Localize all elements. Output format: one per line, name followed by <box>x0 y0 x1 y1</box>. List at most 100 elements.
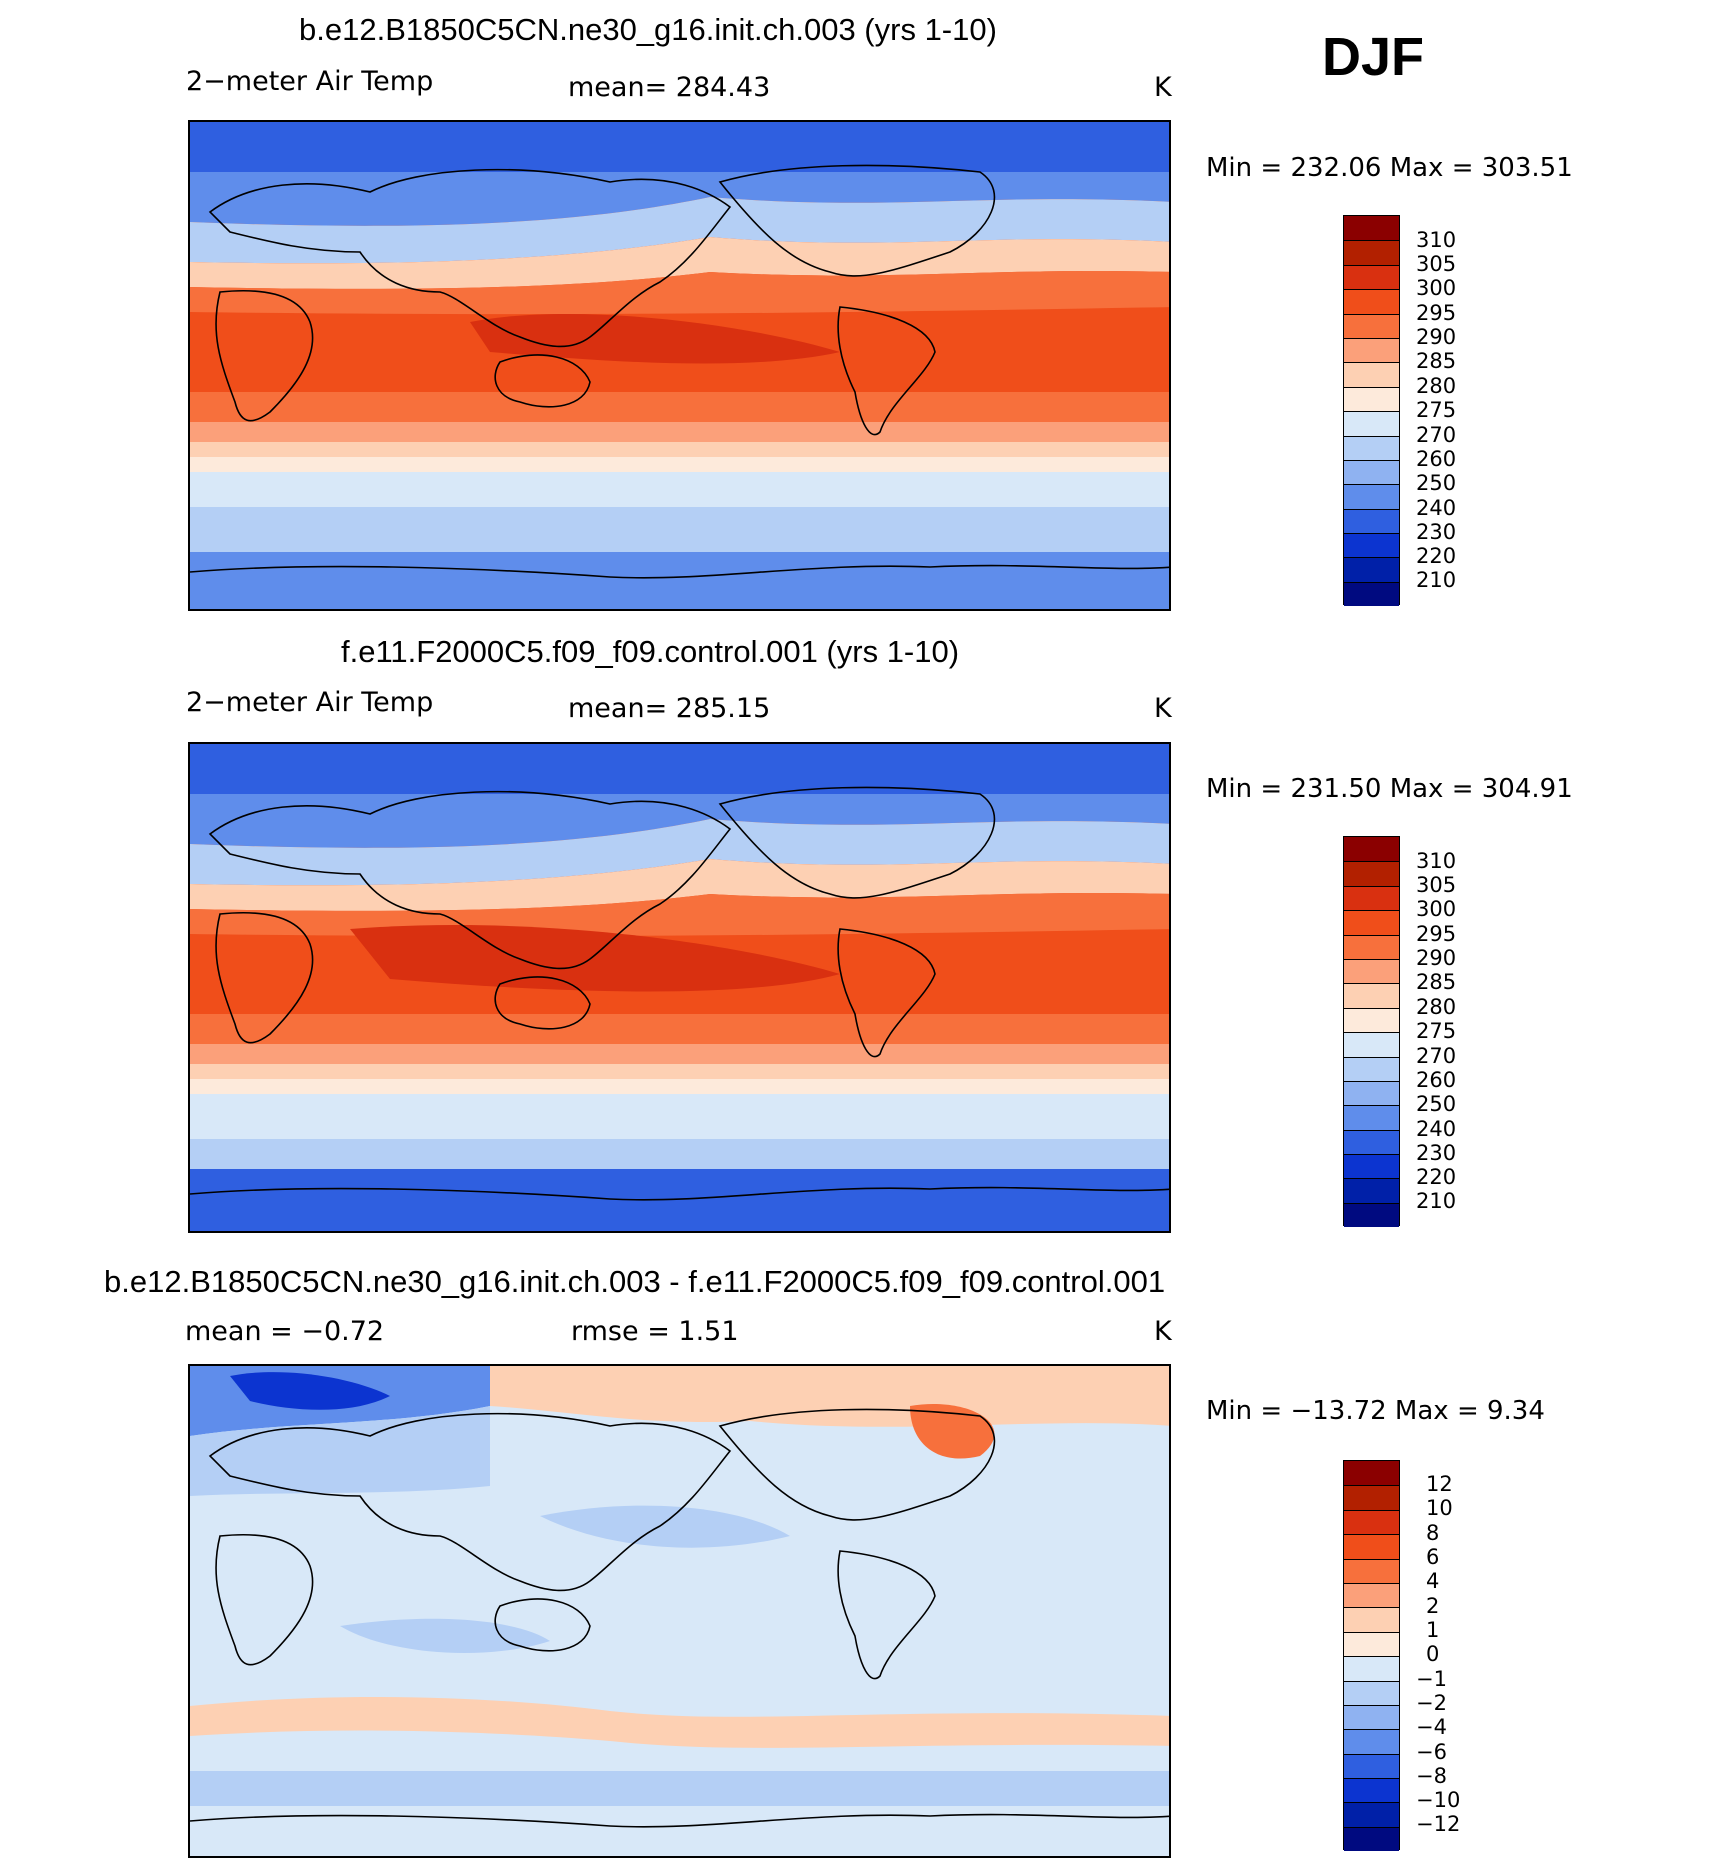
p3-band-eur <box>230 1372 390 1410</box>
p2-coast-namerica <box>718 786 996 899</box>
p1-tick: 240 <box>1416 496 1457 520</box>
p3-tick: 6 <box>1426 1545 1440 1569</box>
p2-coast-eurasia <box>208 790 732 970</box>
panel1-variable: 2−meter Air Temp <box>186 66 434 97</box>
p1-tick: 280 <box>1416 374 1457 398</box>
panel1-units: K <box>1154 72 1172 103</box>
p2-band-spale <box>190 1064 1169 1079</box>
p1-band-ncool <box>190 197 1169 264</box>
p3-tick: −12 <box>1416 1812 1461 1836</box>
p2-tick: 285 <box>1416 970 1457 994</box>
p2-tick: 290 <box>1416 946 1457 970</box>
p2-tick: 250 <box>1416 1092 1457 1116</box>
p2-tick: 270 <box>1416 1044 1457 1068</box>
p2-tick: 240 <box>1416 1117 1457 1141</box>
p1-band-smild <box>190 422 1169 442</box>
p1-band-nwarm <box>190 270 1169 315</box>
panel3-title: b.e12.B1850C5CN.ne30_g16.init.ch.003 - f… <box>104 1264 1166 1299</box>
panel3-colorbar <box>1343 1460 1400 1852</box>
season-label: DJF <box>1322 27 1425 87</box>
p3-tick: 0 <box>1426 1642 1440 1666</box>
p2-band-hot <box>350 925 840 992</box>
p2-tick: 280 <box>1416 995 1457 1019</box>
p1-band-spale <box>190 442 1169 457</box>
p1-coast-africa <box>215 289 314 422</box>
p1-tick: 260 <box>1416 447 1457 471</box>
panel3-map <box>188 1364 1171 1858</box>
p1-coast-namerica <box>718 164 996 277</box>
p1-tick: 285 <box>1416 349 1457 373</box>
p3-band-neg1 <box>190 1406 490 1496</box>
p2-coast-africa <box>215 911 314 1044</box>
p1-band-nmid <box>190 172 1169 226</box>
panel2-mean: mean= 285.15 <box>568 693 771 724</box>
p2-coast-australia <box>494 976 591 1030</box>
p2-coast-samerica <box>837 928 936 1058</box>
p1-tick: 290 <box>1416 325 1457 349</box>
p2-tick: 275 <box>1416 1019 1457 1043</box>
p2-band-nmid <box>190 794 1169 848</box>
p3-band-ind <box>340 1618 550 1653</box>
panel2-colorbar <box>1343 836 1400 1228</box>
p1-band-npole <box>190 122 1169 172</box>
panel2-title: f.e11.F2000C5.f09_f09.control.001 (yrs 1… <box>341 634 960 669</box>
p1-band-scool <box>190 457 1169 472</box>
p3-tick: 8 <box>1426 1521 1440 1545</box>
panel2-minmax: Min = 231.50 Max = 304.91 <box>1206 774 1573 804</box>
p1-tick: 275 <box>1416 398 1457 422</box>
p3-coast-eurasia <box>208 1412 732 1592</box>
p1-tick: 220 <box>1416 544 1457 568</box>
p3-tick: −10 <box>1416 1788 1461 1812</box>
p2-tick: 220 <box>1416 1165 1457 1189</box>
panel1-minmax: Min = 232.06 Max = 303.51 <box>1206 153 1573 183</box>
p3-tick: −2 <box>1416 1691 1447 1715</box>
p2-band-nmild <box>190 859 1169 911</box>
p3-tick: −1 <box>1416 1667 1447 1691</box>
p1-tick: 305 <box>1416 252 1457 276</box>
p2-coast-antarctica <box>190 1186 1169 1201</box>
p1-tick: 300 <box>1416 276 1457 300</box>
p1-tick: 250 <box>1416 471 1457 495</box>
p1-band-nmild <box>190 237 1169 289</box>
p1-band-ant <box>190 552 1169 609</box>
p1-coast-australia <box>494 354 591 408</box>
p1-coast-samerica <box>837 306 936 436</box>
panel2-variable: 2−meter Air Temp <box>186 687 434 718</box>
p3-coast-australia <box>494 1598 591 1652</box>
p2-tick: 300 <box>1416 897 1457 921</box>
panel3-units: K <box>1154 1316 1172 1347</box>
panel2-map <box>188 742 1171 1233</box>
p2-band-scold <box>190 1094 1169 1139</box>
p1-band-swarm <box>190 392 1169 422</box>
p3-band-sneg <box>190 1771 1169 1806</box>
p3-tick: 1 <box>1426 1618 1440 1642</box>
p3-tick: 4 <box>1426 1569 1440 1593</box>
p1-coast-antarctica <box>190 564 1169 579</box>
p2-tick: 230 <box>1416 1141 1457 1165</box>
p3-coast-samerica <box>837 1550 936 1680</box>
p2-band-ncool <box>190 819 1169 886</box>
p3-band-ant <box>190 1816 1169 1856</box>
panel3-mean: mean = −0.72 <box>185 1316 385 1347</box>
p1-tick: 295 <box>1416 301 1457 325</box>
panel2-units: K <box>1154 693 1172 724</box>
p2-band-scool <box>190 1079 1169 1094</box>
p2-band-npole <box>190 744 1169 794</box>
p3-band-pac <box>540 1505 790 1548</box>
p2-band-ant <box>190 1169 1169 1231</box>
p1-band-scold <box>190 472 1169 507</box>
p3-tick: −8 <box>1416 1764 1447 1788</box>
p3-band-spos <box>190 1696 1169 1748</box>
p2-band-swarm <box>190 1014 1169 1044</box>
p1-tick: 210 <box>1416 568 1457 592</box>
p3-tick: −4 <box>1416 1715 1447 1739</box>
p3-band-npos <box>490 1366 1169 1427</box>
panel1-map <box>188 120 1171 611</box>
p1-tick: 270 <box>1416 423 1457 447</box>
p2-tick: 210 <box>1416 1189 1457 1213</box>
p3-coast-africa <box>215 1533 314 1666</box>
p3-coast-namerica <box>718 1408 996 1521</box>
p1-band-hot <box>470 313 840 364</box>
p3-tick: 12 <box>1426 1472 1453 1496</box>
p3-band-natl <box>910 1404 995 1459</box>
